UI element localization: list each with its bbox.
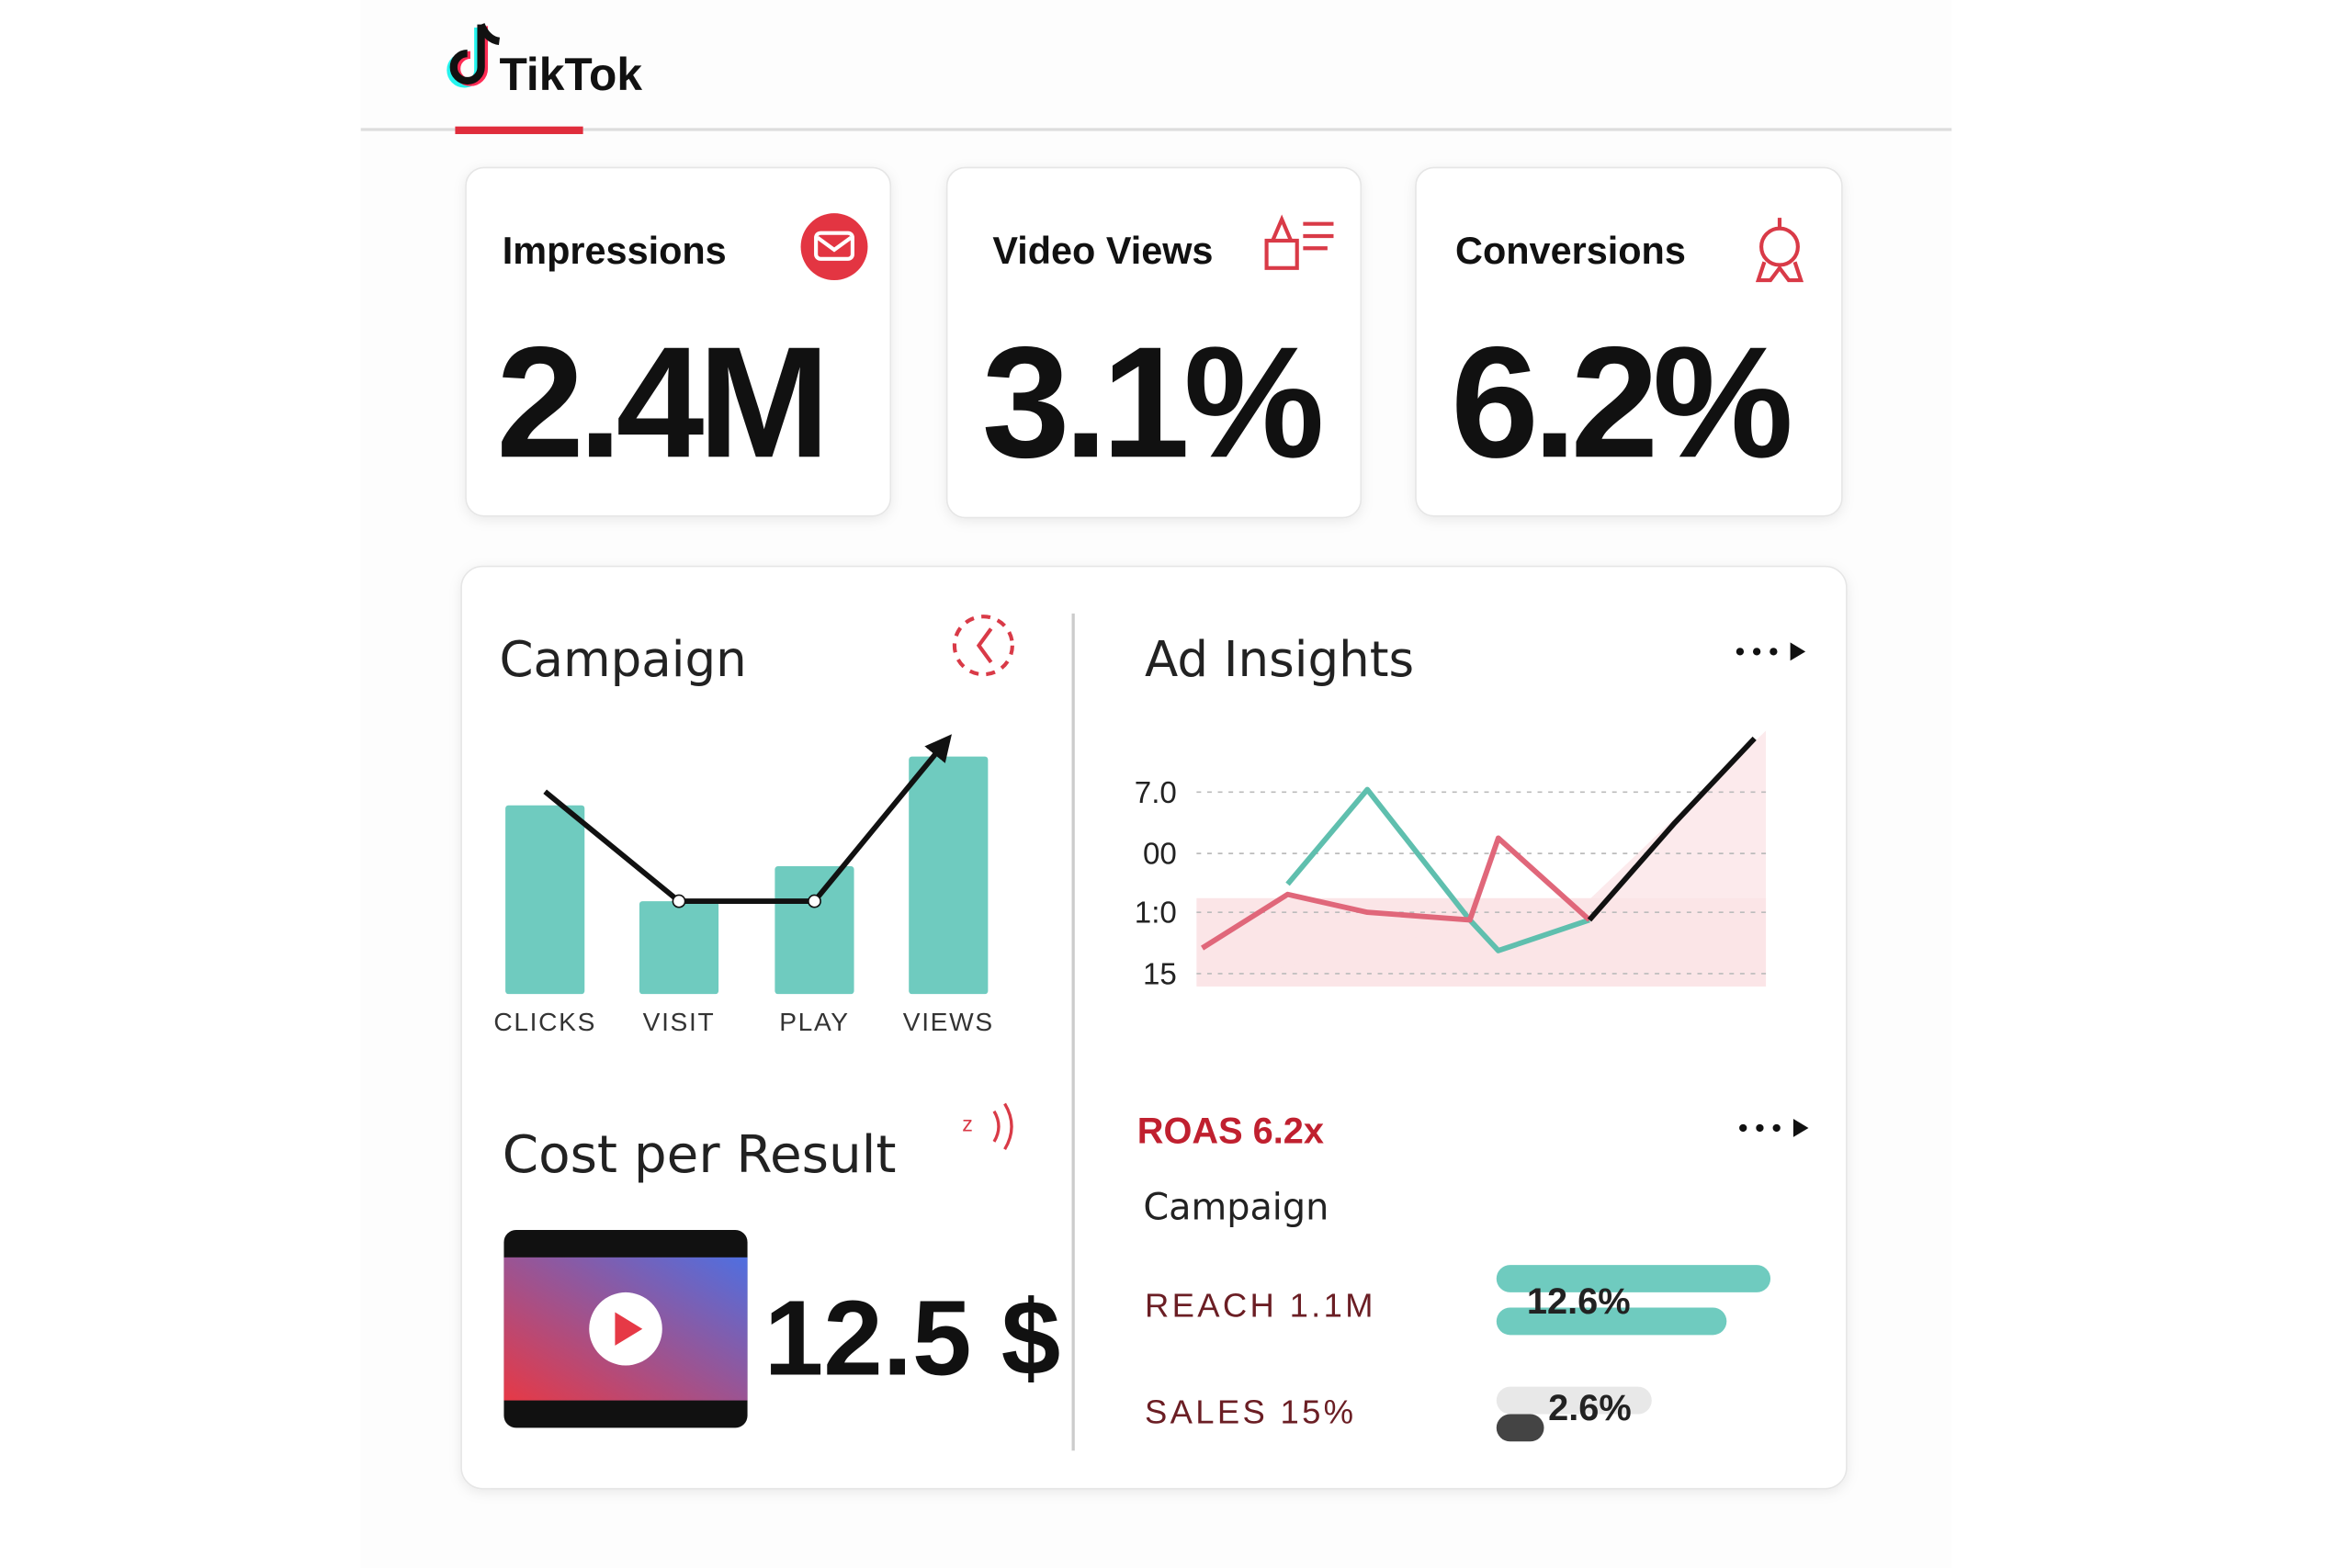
sound-icon[interactable]: z: [962, 1102, 1013, 1151]
active-tab-indicator: [455, 126, 583, 134]
bar: [639, 901, 719, 995]
row-label: REACH 1.1M: [1145, 1286, 1376, 1324]
more-button[interactable]: [1739, 1119, 1809, 1137]
progress-bar: [1496, 1414, 1544, 1442]
progress-track: [1496, 1386, 1652, 1415]
card: [945, 166, 1363, 519]
card-value: 2.4M: [496, 313, 824, 491]
trend-point: [808, 894, 821, 908]
card-icon: [1264, 214, 1334, 270]
card: [465, 166, 892, 517]
category-label: VISIT: [643, 1008, 716, 1036]
row-label: SALES 15%: [1145, 1393, 1356, 1430]
panel: [460, 565, 1848, 1490]
y-tick-label: 15: [1143, 958, 1177, 992]
y-tick-label: 00: [1143, 838, 1177, 872]
card-value: 6.2%: [1451, 313, 1790, 491]
category-label: PLAY: [779, 1008, 850, 1036]
progress-track: [1496, 1265, 1771, 1292]
roas-title: ROAS 6.2x: [1137, 1111, 1324, 1152]
chart-shading: [1196, 730, 1767, 987]
category-label: CLICKS: [493, 1008, 596, 1036]
card-icon: [1755, 218, 1804, 283]
more-button[interactable]: [1736, 642, 1806, 661]
trend-line: [543, 734, 952, 904]
card-title: Video Views: [992, 230, 1213, 272]
card-title: Impressions: [503, 230, 727, 272]
bar: [505, 805, 585, 995]
category-label: VIEWS: [903, 1008, 994, 1036]
card-value: 3.1%: [982, 313, 1321, 491]
cost-value: 12.5 $: [764, 1278, 1060, 1397]
y-tick-label: 1:0: [1135, 897, 1177, 931]
progress-label: 2.6%: [1548, 1388, 1632, 1428]
card: [1415, 166, 1843, 517]
logo[interactable]: TikTok: [447, 23, 642, 100]
line-series: [1587, 736, 1757, 922]
section-title: Ad Insights: [1145, 631, 1414, 688]
card-title: Conversions: [1455, 230, 1686, 272]
trend-point: [672, 894, 686, 908]
dynamic-content: Impressions 2.4M Video Views 3.1% Conversion…: [493, 230, 1795, 1442]
refresh-icon[interactable]: [952, 615, 1014, 677]
svg-text:z: z: [962, 1111, 973, 1135]
y-tick-label: 7.0: [1135, 776, 1177, 810]
bar: [909, 756, 989, 995]
section-title: Campaign: [499, 631, 746, 688]
line-series: [1201, 835, 1591, 951]
card-icon: [800, 213, 868, 281]
progress-label: 12.6%: [1527, 1281, 1631, 1322]
progress-bar: [1496, 1307, 1727, 1336]
section-title: Cost per Result: [503, 1125, 897, 1185]
video-thumbnail[interactable]: [503, 1229, 748, 1428]
bar: [775, 865, 854, 995]
roas-subtitle: Campaign: [1143, 1186, 1329, 1228]
logo-text: TikTok: [499, 49, 642, 100]
